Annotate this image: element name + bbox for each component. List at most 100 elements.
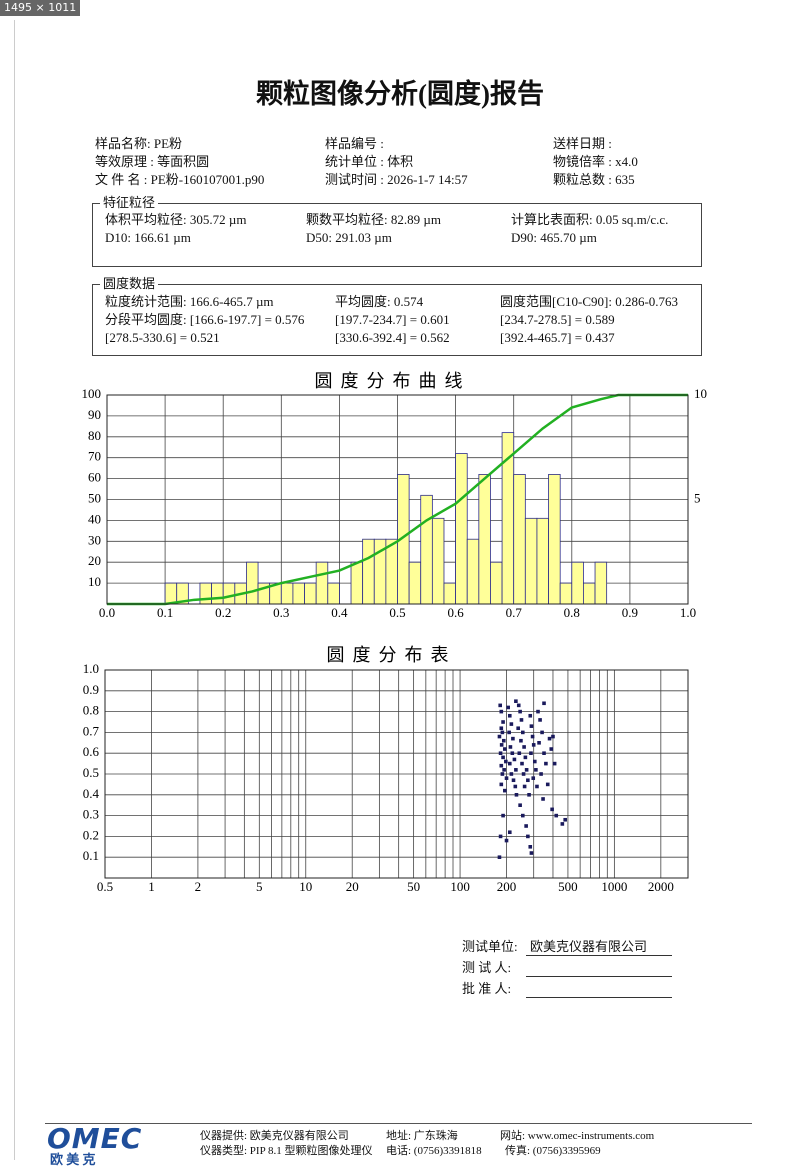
viewer-label: 1495 × 1011 xyxy=(0,0,81,16)
feature-field: D10: 166.61 µm xyxy=(105,230,191,245)
bar xyxy=(315,561,329,605)
point xyxy=(519,718,524,722)
point xyxy=(524,824,528,828)
point xyxy=(501,755,505,760)
point xyxy=(498,834,503,839)
point xyxy=(499,763,504,768)
bar xyxy=(431,517,445,605)
feature-field: D90: 465.70 µm xyxy=(511,230,597,245)
info-field: 送样日期 : xyxy=(553,136,612,151)
bar xyxy=(524,517,538,605)
point xyxy=(549,747,554,751)
x-tick-label: 5 xyxy=(256,879,263,894)
features-box xyxy=(92,203,702,267)
point xyxy=(512,757,517,762)
y-tick-label: 1.0 xyxy=(83,661,99,676)
y-tick-label: 0.3 xyxy=(83,807,99,822)
bar xyxy=(292,582,305,605)
point xyxy=(514,793,519,797)
bar xyxy=(571,561,584,605)
sign-line xyxy=(526,997,672,998)
roundness-field: 圆度范围[C10-C90]: 0.286-0.763 xyxy=(500,294,679,309)
x-tick-label: 200 xyxy=(497,879,517,894)
x-tick-label: 1 xyxy=(148,879,155,894)
feature-field: 颗数平均粒径: 82.89 µm xyxy=(306,212,441,227)
point xyxy=(519,738,523,743)
point xyxy=(528,845,533,849)
point xyxy=(552,761,557,766)
point xyxy=(509,772,514,776)
point xyxy=(507,713,512,718)
info-field: 物镜倍率 : x4.0 xyxy=(553,154,638,169)
point xyxy=(534,768,538,772)
bar xyxy=(362,538,375,605)
roundness-box xyxy=(92,284,702,356)
y-tick-label: 0.4 xyxy=(83,786,100,801)
y-tick-label: 80 xyxy=(88,428,101,443)
roundness-title: 圆度数据 xyxy=(100,276,159,292)
x-tick-label: 0.1 xyxy=(157,605,173,620)
point xyxy=(497,855,502,859)
y-tick-label: 0.6 xyxy=(83,744,100,759)
point xyxy=(507,761,512,766)
y-tick-label: 100 xyxy=(82,386,102,401)
website: 网站: www.omec-instruments.com xyxy=(500,1130,655,1142)
point xyxy=(518,803,522,807)
point xyxy=(498,751,503,755)
point xyxy=(503,747,507,751)
x-tick-label: 2 xyxy=(195,879,202,894)
point xyxy=(532,759,537,764)
x-tick-label: 100 xyxy=(450,879,470,894)
point xyxy=(522,745,526,749)
bar xyxy=(478,474,491,605)
y-tick-label: 0.1 xyxy=(83,848,99,863)
x-tick-label: 1.0 xyxy=(680,605,696,620)
bar xyxy=(559,582,573,605)
plot-frame xyxy=(106,394,689,605)
bar xyxy=(350,561,364,605)
logo-cn: 欧 美 克 xyxy=(50,1152,96,1167)
fax: 传真: (0756)3395969 xyxy=(505,1145,601,1157)
point xyxy=(527,793,531,797)
sign-line xyxy=(526,955,672,956)
point xyxy=(514,768,518,772)
provider: 仪器提供: 欧美克仪器有限公司 xyxy=(200,1130,349,1142)
point xyxy=(540,730,544,735)
point xyxy=(551,734,555,739)
features-title: 特征粒径 xyxy=(100,195,159,211)
point xyxy=(529,751,533,755)
bar xyxy=(211,582,224,605)
y-tick-label: 0.7 xyxy=(83,723,100,738)
point xyxy=(507,730,511,735)
x-tick-label: 0.8 xyxy=(564,605,580,620)
page-edge xyxy=(14,20,15,1160)
point xyxy=(506,705,510,710)
approver-label: 批 准 人: xyxy=(462,981,512,996)
point xyxy=(504,759,508,764)
info-field: 统计单位 : 体积 xyxy=(325,154,414,169)
point xyxy=(539,772,543,776)
point xyxy=(499,709,504,714)
point xyxy=(528,713,533,718)
bar xyxy=(490,561,503,605)
y-tick-label: 40 xyxy=(88,511,101,526)
point xyxy=(500,772,505,776)
sign-line xyxy=(526,976,672,977)
y-tick-label: 0.2 xyxy=(83,827,99,842)
y-tick-label: 20 xyxy=(88,553,101,568)
bar xyxy=(420,494,433,605)
point xyxy=(547,736,552,741)
point xyxy=(560,822,565,826)
bar xyxy=(466,538,480,605)
point xyxy=(545,782,550,787)
point xyxy=(510,751,515,755)
point xyxy=(521,813,525,818)
point xyxy=(542,701,546,706)
y-tick-label: 50 xyxy=(88,490,101,505)
roundness-field: 平均圆度: 0.574 xyxy=(335,294,424,309)
model: 仪器类型: PIP 8.1 型颗粒图像处理仪 xyxy=(200,1145,373,1157)
point xyxy=(501,738,506,743)
x-tick-label: 0.6 xyxy=(447,605,464,620)
point xyxy=(521,730,525,735)
